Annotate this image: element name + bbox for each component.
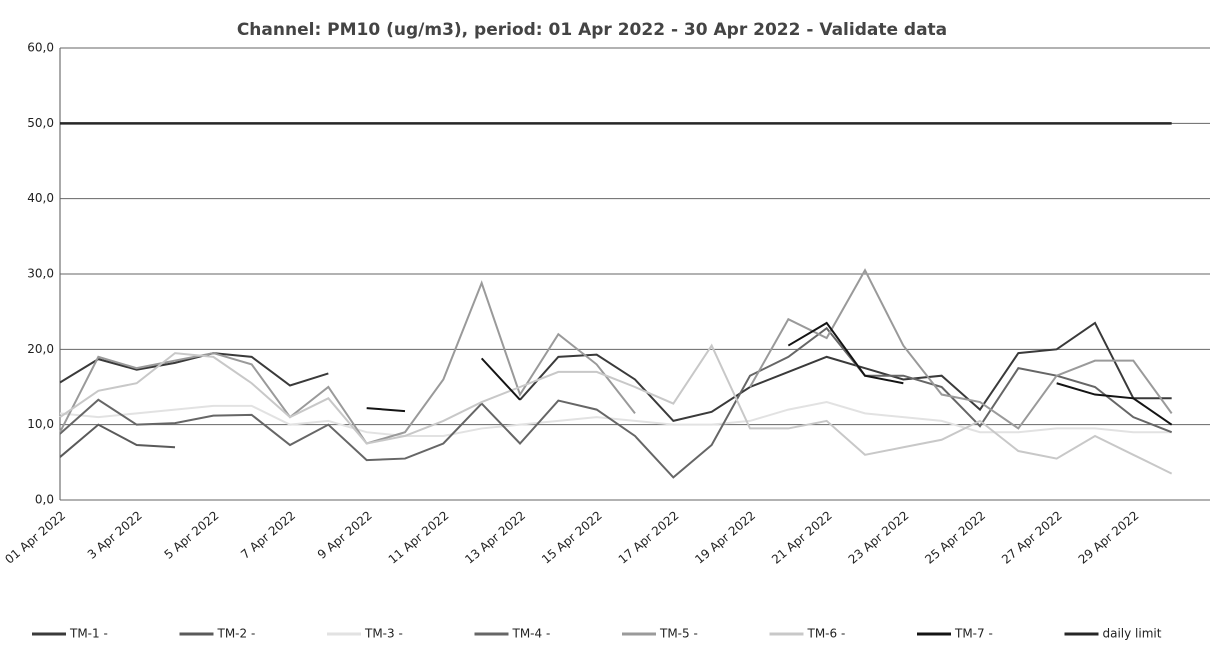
x-tick-label: 17 Apr 2022 (616, 508, 682, 566)
x-tick-label: 15 Apr 2022 (539, 508, 605, 566)
x-tick-label: 29 Apr 2022 (1076, 508, 1142, 566)
y-tick-label: 60,0 (27, 41, 54, 55)
chart-title: Channel: PM10 (ug/m3), period: 01 Apr 20… (237, 20, 947, 40)
x-tick-label: 21 Apr 2022 (769, 508, 835, 566)
legend-label: TM-1 - (69, 627, 108, 641)
y-tick-label: 10,0 (27, 417, 54, 431)
legend-label: TM-2 - (217, 627, 256, 641)
legend-label: daily limit (1103, 627, 1162, 641)
y-tick-label: 40,0 (27, 191, 54, 205)
series-line (59, 321, 1172, 423)
legend-label: TM-6 - (807, 627, 846, 641)
x-tick-label: 9 Apr 2022 (315, 508, 375, 562)
series-line (59, 326, 1173, 479)
x-tick-label: 3 Apr 2022 (85, 508, 145, 562)
legend: TM-1 - TM-2 - TM-3 - TM-4 - TM-5 - TM-6 - TM-7… (32, 627, 1162, 641)
legend-label: TM-3 - (364, 627, 403, 641)
series-line (59, 401, 1172, 437)
series-line (366, 321, 1173, 426)
legend-label: TM-5 - (659, 627, 698, 641)
x-tick-label: 27 Apr 2022 (999, 508, 1065, 566)
x-tick-label: 25 Apr 2022 (922, 508, 988, 566)
x-tick-label: 01 Apr 2022 (2, 508, 68, 566)
series-line (59, 268, 1173, 445)
y-tick-label: 20,0 (27, 342, 54, 356)
y-tick-label: 50,0 (27, 116, 54, 130)
x-tick-label: 11 Apr 2022 (386, 508, 452, 566)
series-line (59, 423, 176, 458)
x-tick-label: 7 Apr 2022 (238, 508, 298, 562)
legend-label: TM-7 - (954, 627, 993, 641)
series-line (59, 343, 1173, 475)
y-tick-label: 0,0 (35, 493, 54, 507)
x-tick-label: 13 Apr 2022 (462, 508, 528, 566)
x-tick-label: 19 Apr 2022 (692, 508, 758, 566)
x-tick-label: 5 Apr 2022 (162, 508, 222, 562)
x-tick-label: 23 Apr 2022 (846, 508, 912, 566)
legend-label: TM-4 - (512, 627, 551, 641)
y-tick-label: 30,0 (27, 267, 54, 281)
